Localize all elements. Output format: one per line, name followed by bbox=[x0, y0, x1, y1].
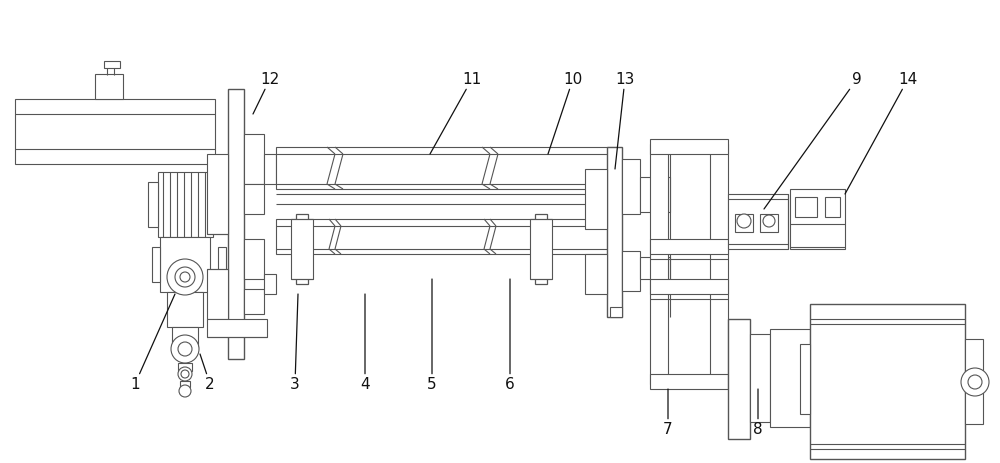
Bar bbox=[728, 319, 750, 439]
Bar bbox=[148, 182, 158, 227]
Bar bbox=[607, 148, 622, 317]
Bar bbox=[213, 182, 223, 227]
Text: 10: 10 bbox=[548, 72, 583, 155]
Bar bbox=[650, 140, 728, 155]
Circle shape bbox=[167, 259, 203, 295]
Bar bbox=[218, 247, 226, 282]
Bar bbox=[790, 189, 845, 250]
Bar bbox=[291, 219, 313, 279]
Circle shape bbox=[737, 214, 751, 229]
Bar bbox=[622, 160, 640, 214]
Bar bbox=[795, 198, 817, 218]
Bar bbox=[244, 185, 264, 214]
Bar bbox=[244, 289, 264, 314]
Bar bbox=[640, 178, 670, 213]
Circle shape bbox=[961, 368, 989, 396]
Bar bbox=[207, 319, 267, 337]
Text: 2: 2 bbox=[200, 354, 215, 392]
Bar bbox=[296, 214, 308, 284]
Bar bbox=[810, 304, 965, 459]
Bar bbox=[728, 194, 788, 250]
Bar bbox=[276, 148, 617, 189]
Bar bbox=[180, 381, 190, 387]
Text: 13: 13 bbox=[615, 72, 635, 169]
Bar bbox=[650, 144, 668, 384]
Bar bbox=[535, 214, 547, 284]
Text: 4: 4 bbox=[360, 294, 370, 392]
Text: 12: 12 bbox=[253, 72, 280, 115]
Text: 14: 14 bbox=[845, 72, 918, 194]
Circle shape bbox=[171, 335, 199, 363]
Bar bbox=[750, 334, 770, 422]
Bar bbox=[158, 173, 213, 238]
Bar bbox=[244, 239, 264, 279]
Circle shape bbox=[968, 375, 982, 389]
Bar bbox=[760, 214, 778, 232]
Bar bbox=[104, 62, 120, 69]
Bar bbox=[965, 339, 983, 424]
Bar bbox=[207, 155, 228, 234]
Text: 11: 11 bbox=[430, 72, 482, 155]
Bar bbox=[825, 198, 840, 218]
Bar bbox=[276, 219, 617, 255]
Bar bbox=[228, 90, 244, 359]
Bar bbox=[207, 269, 228, 319]
Circle shape bbox=[178, 367, 192, 381]
Bar bbox=[650, 239, 728, 255]
Text: 9: 9 bbox=[764, 72, 862, 210]
Bar bbox=[640, 257, 670, 279]
Bar bbox=[172, 327, 198, 349]
Bar bbox=[160, 238, 210, 292]
Text: 7: 7 bbox=[663, 389, 673, 437]
Circle shape bbox=[763, 216, 775, 227]
Bar bbox=[95, 75, 123, 100]
Bar bbox=[244, 135, 264, 185]
Bar bbox=[264, 155, 276, 185]
Text: 8: 8 bbox=[753, 389, 763, 437]
Text: 5: 5 bbox=[427, 279, 437, 392]
Bar bbox=[735, 214, 753, 232]
Text: 6: 6 bbox=[505, 279, 515, 392]
Bar bbox=[650, 374, 728, 389]
Bar bbox=[585, 255, 607, 294]
Circle shape bbox=[178, 342, 192, 356]
Circle shape bbox=[175, 268, 195, 288]
Bar bbox=[152, 247, 160, 282]
Text: 3: 3 bbox=[290, 294, 300, 392]
Circle shape bbox=[181, 370, 189, 378]
Bar bbox=[710, 144, 728, 384]
Bar bbox=[622, 251, 640, 291]
Circle shape bbox=[179, 385, 191, 397]
Bar bbox=[167, 292, 203, 327]
Bar bbox=[15, 100, 215, 165]
Bar bbox=[770, 329, 810, 427]
Bar bbox=[530, 219, 552, 279]
Bar bbox=[178, 363, 192, 371]
Bar bbox=[264, 275, 276, 294]
Bar bbox=[800, 344, 810, 414]
Text: 1: 1 bbox=[130, 294, 175, 392]
Bar bbox=[610, 307, 622, 317]
Circle shape bbox=[180, 272, 190, 282]
Bar bbox=[650, 279, 728, 294]
Bar bbox=[585, 169, 607, 230]
